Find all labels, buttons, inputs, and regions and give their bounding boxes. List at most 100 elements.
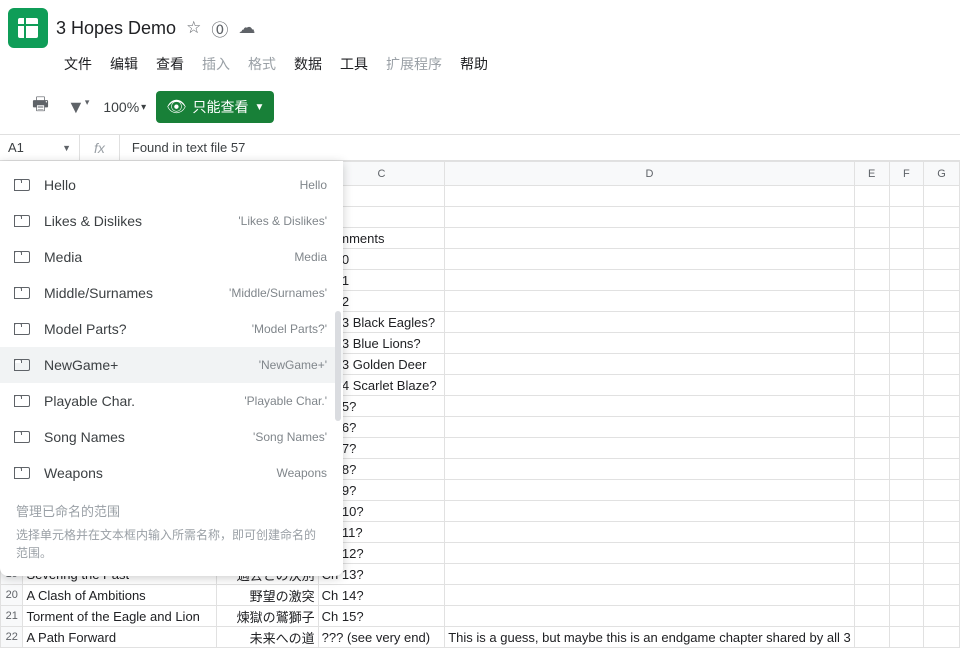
cell[interactable]: ??? (see very end) [318, 627, 445, 648]
cell[interactable] [889, 459, 924, 480]
cell[interactable] [445, 501, 855, 522]
cell[interactable] [854, 417, 889, 438]
cell[interactable] [889, 606, 924, 627]
cell[interactable] [445, 228, 855, 249]
cell[interactable] [924, 249, 960, 270]
cell[interactable] [854, 375, 889, 396]
cell[interactable] [889, 291, 924, 312]
named-range-item[interactable]: MediaMedia [0, 239, 343, 275]
cell[interactable] [445, 207, 855, 228]
cell[interactable] [445, 438, 855, 459]
cell[interactable] [854, 606, 889, 627]
cell[interactable]: 未来への道 [216, 627, 318, 648]
cell[interactable] [854, 249, 889, 270]
cell[interactable] [445, 585, 855, 606]
cell[interactable] [924, 228, 960, 249]
row-header[interactable]: 20 [1, 585, 23, 606]
view-only-button[interactable]: 👁 只能查看 ▼ [156, 91, 274, 123]
filter-icon[interactable]: ▼▾ [63, 93, 93, 122]
cell[interactable] [889, 543, 924, 564]
menu-help[interactable]: 帮助 [452, 50, 496, 78]
cell[interactable] [924, 396, 960, 417]
cell[interactable] [889, 396, 924, 417]
cell[interactable] [889, 438, 924, 459]
cell[interactable] [445, 291, 855, 312]
cell[interactable] [924, 270, 960, 291]
cell[interactable] [854, 459, 889, 480]
cell[interactable] [854, 522, 889, 543]
named-range-item[interactable]: Likes & Dislikes'Likes & Dislikes' [0, 203, 343, 239]
cell[interactable] [854, 585, 889, 606]
cell[interactable] [445, 396, 855, 417]
named-range-item[interactable]: HelloHello [0, 167, 343, 203]
column-header[interactable]: D [445, 162, 855, 186]
cell[interactable] [445, 312, 855, 333]
cell[interactable] [889, 585, 924, 606]
cell[interactable]: 煉獄の鷲獅子 [216, 606, 318, 627]
row-header[interactable]: 21 [1, 606, 23, 627]
cell[interactable] [924, 585, 960, 606]
named-range-item[interactable]: Middle/Surnames'Middle/Surnames' [0, 275, 343, 311]
cell[interactable] [445, 249, 855, 270]
row-header[interactable]: 22 [1, 627, 23, 648]
cloud-icon[interactable]: ☁ [238, 18, 255, 38]
sheets-logo[interactable] [8, 8, 48, 48]
cell[interactable] [889, 564, 924, 585]
cell[interactable] [445, 480, 855, 501]
zoom-selector[interactable]: 100% ▾ [103, 99, 146, 115]
cell[interactable] [445, 543, 855, 564]
cell[interactable] [854, 396, 889, 417]
cell[interactable] [445, 270, 855, 291]
cell[interactable] [854, 627, 889, 648]
cell[interactable]: Ch 15? [318, 606, 445, 627]
cell[interactable] [445, 606, 855, 627]
cell[interactable] [924, 501, 960, 522]
cell[interactable]: This is a guess, but maybe this is an en… [445, 627, 855, 648]
cell[interactable] [889, 627, 924, 648]
cell[interactable] [445, 186, 855, 207]
cell[interactable] [889, 312, 924, 333]
cell[interactable] [445, 354, 855, 375]
cell[interactable] [854, 501, 889, 522]
cell[interactable] [924, 417, 960, 438]
cell[interactable] [924, 312, 960, 333]
doc-title[interactable]: 3 Hopes Demo [56, 18, 176, 39]
cell[interactable] [889, 228, 924, 249]
cell[interactable]: 野望の激突 [216, 585, 318, 606]
cell[interactable] [924, 375, 960, 396]
cell[interactable] [924, 333, 960, 354]
cell[interactable] [445, 564, 855, 585]
cell[interactable] [889, 249, 924, 270]
named-range-item[interactable]: NewGame+'NewGame+' [0, 347, 343, 383]
cell[interactable]: A Clash of Ambitions [23, 585, 216, 606]
dropdown-scrollbar[interactable] [335, 311, 341, 421]
menu-file[interactable]: 文件 [56, 50, 100, 78]
cell[interactable] [924, 480, 960, 501]
cell[interactable] [924, 627, 960, 648]
cell[interactable] [889, 375, 924, 396]
cell[interactable] [854, 354, 889, 375]
cell[interactable] [854, 480, 889, 501]
cell[interactable] [445, 417, 855, 438]
named-range-item[interactable]: WeaponsWeapons [0, 455, 343, 491]
cell[interactable] [924, 438, 960, 459]
cell[interactable] [924, 543, 960, 564]
named-range-item[interactable]: Model Parts?'Model Parts?' [0, 311, 343, 347]
cell[interactable] [924, 459, 960, 480]
cell[interactable] [889, 501, 924, 522]
cell[interactable] [889, 270, 924, 291]
cell[interactable] [924, 564, 960, 585]
cell[interactable] [889, 480, 924, 501]
cell[interactable] [889, 522, 924, 543]
cell[interactable] [924, 354, 960, 375]
menu-data[interactable]: 数据 [286, 50, 330, 78]
cell[interactable] [445, 375, 855, 396]
cell[interactable]: Torment of the Eagle and Lion [23, 606, 216, 627]
cell[interactable] [924, 522, 960, 543]
cell[interactable] [924, 186, 960, 207]
named-range-item[interactable]: Song Names'Song Names' [0, 419, 343, 455]
cell[interactable] [445, 459, 855, 480]
menu-edit[interactable]: 编辑 [102, 50, 146, 78]
cell[interactable] [889, 207, 924, 228]
cell[interactable] [445, 333, 855, 354]
